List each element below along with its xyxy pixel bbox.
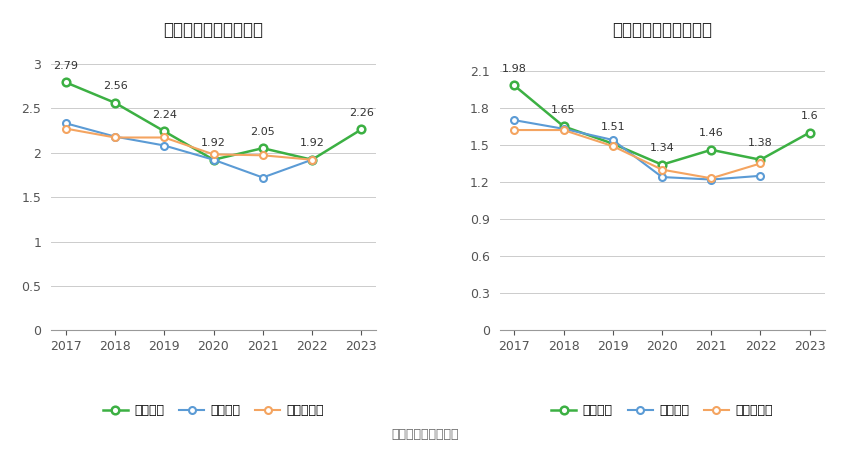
流动比率	[110, 100, 120, 106]
行业均值	[657, 174, 667, 180]
行业中位数	[558, 127, 569, 133]
行业中位数	[756, 161, 766, 166]
Text: 1.51: 1.51	[600, 122, 625, 132]
Text: 2.05: 2.05	[251, 127, 275, 137]
Text: 1.46: 1.46	[699, 129, 723, 139]
速动比率	[706, 147, 717, 152]
Line: 行业均值: 行业均值	[62, 120, 315, 181]
Line: 行业均值: 行业均值	[511, 117, 764, 183]
速动比率	[608, 141, 618, 146]
行业均值	[208, 157, 218, 162]
Text: 1.6: 1.6	[801, 111, 819, 121]
流动比率	[60, 79, 71, 85]
行业均值	[60, 121, 71, 126]
流动比率	[208, 157, 218, 162]
Text: 2.26: 2.26	[348, 108, 374, 118]
速动比率	[509, 83, 519, 88]
行业中位数	[307, 157, 317, 162]
行业均值	[706, 177, 717, 182]
行业均值	[307, 157, 317, 162]
行业中位数	[60, 126, 71, 131]
Text: 1.34: 1.34	[649, 143, 674, 153]
行业均值	[756, 173, 766, 179]
Text: 数据来源：恒生聚源: 数据来源：恒生聚源	[391, 428, 459, 441]
行业均值	[110, 134, 120, 140]
Line: 行业中位数: 行业中位数	[511, 127, 764, 182]
流动比率	[307, 157, 317, 162]
流动比率	[356, 127, 366, 132]
行业中位数	[110, 135, 120, 140]
行业均值	[608, 137, 618, 143]
流动比率	[159, 129, 169, 134]
速动比率	[805, 130, 815, 135]
行业均值	[258, 175, 268, 180]
速动比率	[558, 123, 569, 129]
Text: 1.98: 1.98	[502, 64, 527, 74]
行业均值	[558, 126, 569, 132]
Text: 1.92: 1.92	[201, 138, 226, 148]
Text: 2.79: 2.79	[54, 61, 78, 71]
行业中位数	[258, 152, 268, 158]
Legend: 流动比率, 行业均值, 行业中位数: 流动比率, 行业均值, 行业中位数	[98, 399, 329, 422]
行业中位数	[608, 143, 618, 149]
流动比率	[258, 146, 268, 151]
行业均值	[509, 118, 519, 123]
Line: 流动比率: 流动比率	[62, 78, 365, 163]
Title: 历年速动比率变化情况: 历年速动比率变化情况	[612, 21, 712, 39]
Legend: 速动比率, 行业均值, 行业中位数: 速动比率, 行业均值, 行业中位数	[547, 399, 778, 422]
Text: 1.65: 1.65	[551, 105, 575, 115]
行业中位数	[159, 135, 169, 140]
Text: 2.24: 2.24	[152, 110, 177, 120]
行业中位数	[706, 175, 717, 181]
速动比率	[657, 162, 667, 168]
行业中位数	[509, 127, 519, 133]
速动比率	[756, 157, 766, 162]
Text: 2.56: 2.56	[103, 81, 128, 91]
Line: 速动比率: 速动比率	[511, 82, 813, 168]
行业中位数	[208, 151, 218, 157]
行业均值	[159, 143, 169, 148]
Line: 行业中位数: 行业中位数	[62, 125, 315, 163]
行业中位数	[657, 167, 667, 173]
Title: 历年流动比率变化情况: 历年流动比率变化情况	[163, 21, 264, 39]
Text: 1.92: 1.92	[299, 138, 325, 148]
Text: 1.38: 1.38	[748, 138, 773, 148]
